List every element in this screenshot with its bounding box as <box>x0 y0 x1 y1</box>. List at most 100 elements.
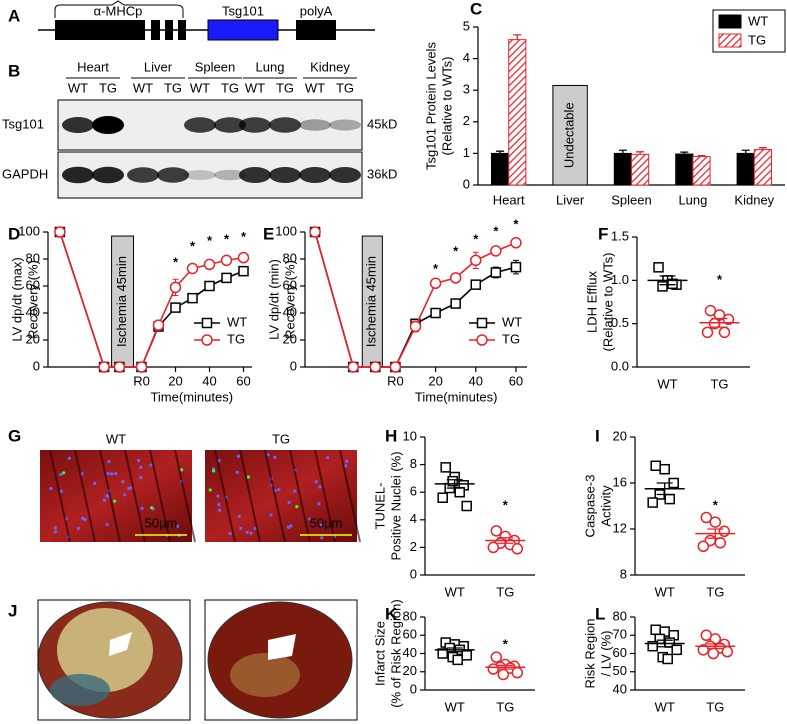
nucleus <box>102 498 106 502</box>
y-axis-label: Positive Nuclei (%) <box>388 451 403 560</box>
lane-label: TG <box>336 80 354 95</box>
band <box>184 117 216 133</box>
ischemia-label: Ischemia 45min <box>114 256 129 347</box>
marker <box>650 460 661 471</box>
y-tick-label: 60 <box>613 645 627 660</box>
marker <box>54 226 66 238</box>
error-bar <box>697 154 706 157</box>
marker <box>449 272 462 284</box>
y-axis-label: Tsg101 Protein Levels <box>423 42 438 170</box>
y-tick-label: 20 <box>26 331 40 346</box>
marker <box>487 541 500 554</box>
y-tick-label: 1 <box>463 145 470 160</box>
lane-label: WT <box>245 80 265 95</box>
x-tick-label: TG <box>496 699 514 714</box>
y-tick-label: 50 <box>613 663 627 678</box>
sem-bar <box>656 482 673 496</box>
lumen <box>268 634 296 660</box>
y-axis-label: Recovery (%) <box>25 260 40 339</box>
y-axis-label: Recovery (%) <box>282 260 297 339</box>
nucleus <box>295 505 299 509</box>
sem-bar <box>497 537 514 544</box>
band <box>329 119 361 131</box>
bar <box>753 149 772 186</box>
marker <box>476 317 488 329</box>
x-tick-label: Kidney <box>734 192 774 207</box>
marker <box>98 361 110 373</box>
frame <box>204 599 358 721</box>
risk-region <box>50 674 110 706</box>
significance-star: * <box>433 261 439 276</box>
marker <box>309 226 321 238</box>
band <box>239 167 271 183</box>
significance-star: * <box>713 497 719 512</box>
y-tick-label: 40 <box>283 304 297 319</box>
nucleus <box>180 468 184 472</box>
nucleus <box>139 465 143 469</box>
micrograph-label: WT <box>106 431 126 446</box>
marker <box>662 653 673 665</box>
marker <box>113 361 126 373</box>
nucleus <box>49 487 53 491</box>
y-tick-label: 8 <box>620 566 627 581</box>
promoter-bracket <box>54 0 184 18</box>
nucleus <box>217 508 222 512</box>
fiber-gap <box>214 449 236 543</box>
y-tick-label: 0 <box>410 566 417 581</box>
nucleus <box>150 506 154 510</box>
lane-label: WT <box>68 80 88 95</box>
marker <box>511 543 524 555</box>
scale-label: 50µm <box>145 515 178 530</box>
marker <box>430 307 441 319</box>
marker <box>718 326 731 339</box>
significance-star: * <box>503 497 509 512</box>
nucleus <box>113 499 117 503</box>
nucleus <box>67 456 71 460</box>
marker <box>697 644 710 656</box>
significance-star: * <box>224 232 230 247</box>
panel-letter: D <box>8 224 20 243</box>
marker <box>201 334 213 346</box>
x-tick-label: 60 <box>236 373 250 388</box>
sem-bar <box>497 664 514 670</box>
legend-label: TG <box>502 331 520 346</box>
nucleus <box>139 475 143 480</box>
y-tick-label: 5 <box>463 18 470 33</box>
x-tick-label: R0 <box>387 373 404 388</box>
lane-label: WT <box>190 80 210 95</box>
y-tick-label: 12 <box>613 520 627 535</box>
micrograph-label: TG <box>272 431 290 446</box>
band <box>299 119 331 131</box>
marker <box>721 645 734 658</box>
marker <box>704 304 717 317</box>
marker <box>476 334 488 346</box>
significance-star: * <box>241 229 247 244</box>
x-tick-label: Heart <box>493 192 525 207</box>
series-line <box>59 231 244 368</box>
marker <box>490 267 502 278</box>
error-bar <box>513 34 522 40</box>
error-bar <box>618 149 627 154</box>
marker <box>722 313 735 326</box>
nucleus <box>317 502 321 506</box>
lane-label: TG <box>221 80 239 95</box>
y-tick-label: 0 <box>463 176 470 191</box>
marker <box>653 262 664 273</box>
error-bar <box>636 151 645 155</box>
panel-letter: H <box>385 426 397 445</box>
marker <box>221 272 232 284</box>
y-axis-label: LV dp/dt (min) <box>266 259 281 340</box>
nucleus <box>286 525 291 529</box>
y-tick-label: 100 <box>18 223 40 238</box>
marker <box>490 525 503 537</box>
nucleus <box>81 516 85 520</box>
nucleus <box>123 493 127 497</box>
marker <box>220 254 233 267</box>
y-tick-label: 0 <box>290 358 297 373</box>
nucleus <box>105 494 109 498</box>
error-bar <box>496 150 505 154</box>
band <box>62 166 94 184</box>
fiber-gap <box>339 449 361 543</box>
significance-star: * <box>513 217 519 232</box>
